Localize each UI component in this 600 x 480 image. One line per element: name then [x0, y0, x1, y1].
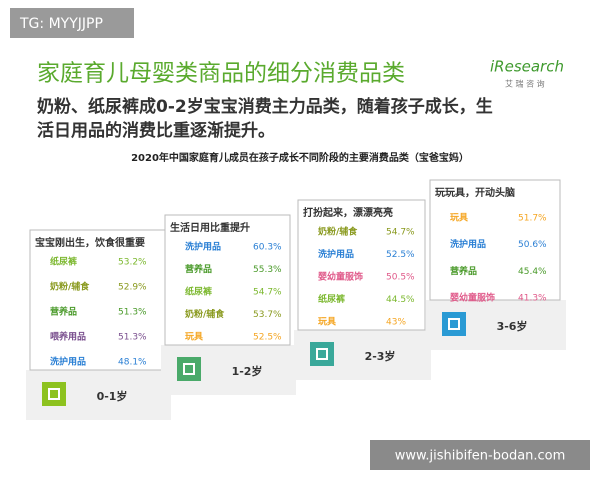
item-label: 纸尿裤 [185, 286, 212, 298]
watermark: TG: MYYJJPP [19, 16, 103, 32]
item-label: 营养品 [185, 263, 212, 275]
stage-icon-glyph [316, 348, 328, 360]
stage-box [29, 229, 166, 371]
stage-heading: 宝宝刚出生，饮食很重要 [35, 236, 145, 249]
item-value: 51.3% [118, 333, 147, 343]
subtitle: 奶粉、纸尿裤成0-2岁宝宝消费主力品类，随着孩子成长，生 [37, 96, 493, 117]
item-label: 玩具 [185, 332, 203, 343]
item-label: 喂养用品 [50, 331, 86, 343]
item-value: 60.3% [253, 243, 282, 253]
item-value: 51.3% [118, 308, 147, 318]
stage-heading: 打扮起来，漂漂亮亮 [303, 206, 393, 219]
stage-icon-glyph [48, 388, 60, 400]
item-label: 奶粉/辅食 [317, 226, 358, 238]
stage-icon [310, 342, 334, 366]
item-label: 婴幼童服饰 [450, 292, 495, 304]
item-value: 55.3% [253, 265, 282, 275]
subtitle: 活日用品的消费比重逐渐提升。 [37, 120, 275, 141]
item-value: 44.5% [386, 295, 415, 305]
logo: iResearch [490, 58, 564, 76]
item-value: 52.5% [253, 333, 282, 343]
stage-box [429, 179, 561, 301]
stage-age: 1-2岁 [232, 364, 263, 378]
item-label: 奶粉/辅食 [184, 308, 225, 320]
item-value: 54.7% [386, 228, 415, 238]
item-label: 奶粉/辅食 [49, 281, 90, 293]
item-label: 纸尿裤 [50, 256, 77, 268]
item-label: 洗护用品 [318, 248, 354, 260]
stage-icon [177, 357, 201, 381]
item-value: 43% [386, 318, 406, 328]
item-label: 玩具 [450, 213, 468, 224]
logo-sub: 艾 瑞 咨 询 [505, 79, 545, 89]
footer-box [370, 440, 590, 470]
watermark-box [10, 8, 134, 38]
stage-box [297, 199, 426, 331]
stage-age: 0-1岁 [97, 389, 128, 403]
item-value: 50.6% [518, 240, 547, 250]
stage-icon [42, 382, 66, 406]
item-value: 54.7% [253, 288, 282, 298]
item-label: 洗护用品 [50, 356, 86, 368]
item-value: 50.5% [386, 273, 415, 283]
item-value: 52.9% [118, 283, 147, 293]
footer: www.jishibifen-bodan.com [395, 449, 566, 464]
item-value: 51.7% [518, 214, 547, 224]
stage-age: 2-3岁 [365, 349, 396, 363]
item-value: 41.3% [518, 294, 547, 304]
item-value: 45.4% [518, 267, 547, 277]
item-value: 53.2% [118, 258, 147, 268]
title: 家庭育儿母婴类商品的细分消费品类 [37, 61, 405, 87]
item-value: 53.7% [253, 310, 282, 320]
item-label: 营养品 [450, 265, 477, 277]
stage-heading: 生活日用比重提升 [170, 221, 250, 234]
stage-icon [442, 312, 466, 336]
stage-icon-glyph [448, 318, 460, 330]
item-label: 玩具 [318, 317, 336, 328]
item-value: 52.5% [386, 250, 415, 260]
stage-age: 3-6岁 [497, 319, 528, 333]
item-label: 婴幼童服饰 [318, 271, 363, 283]
item-label: 洗护用品 [185, 241, 221, 253]
stage-icon-glyph [183, 363, 195, 375]
stage-box [164, 214, 291, 346]
item-label: 洗护用品 [450, 238, 486, 250]
chart-title: 2020年中国家庭育儿成员在孩子成长不同阶段的主要消费品类（宝爸宝妈） [131, 151, 469, 164]
item-label: 营养品 [50, 306, 77, 318]
item-value: 48.1% [118, 358, 147, 368]
stage-heading: 玩玩具，开动头脑 [435, 186, 515, 199]
item-label: 纸尿裤 [318, 293, 345, 305]
